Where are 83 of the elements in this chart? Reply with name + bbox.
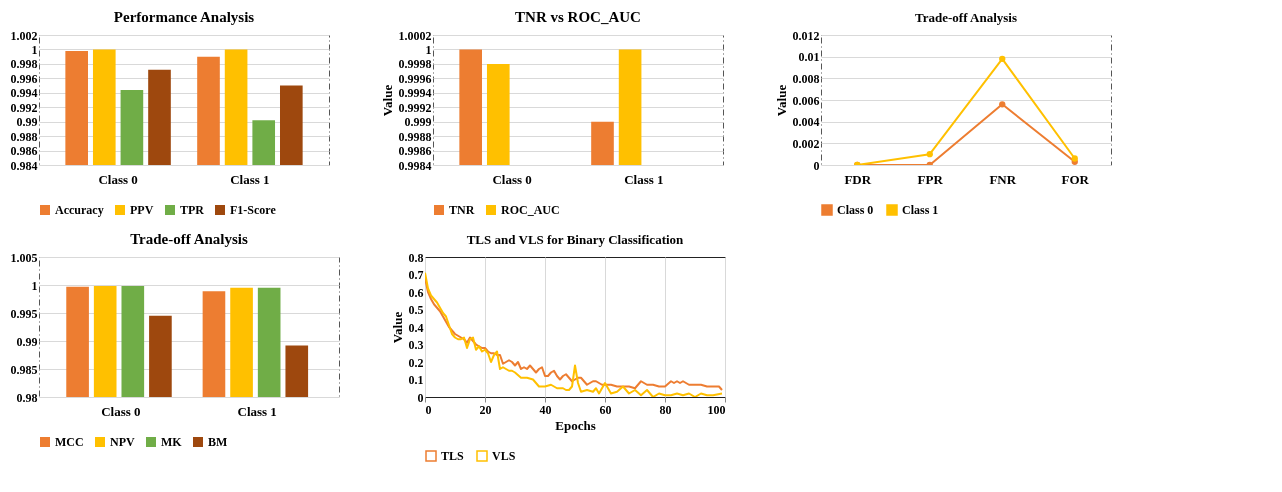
y-tick-label: 0.985 — [10, 362, 38, 377]
point — [926, 151, 933, 158]
legend-label: VLS — [492, 449, 516, 463]
x-tick-label: Class 1 — [230, 171, 270, 187]
y-tick-label: 0.012 — [792, 28, 820, 43]
y-tick-label: 0.9988 — [398, 129, 432, 144]
legend-label: PPV — [130, 203, 154, 217]
y-axis-title: Value — [379, 84, 395, 117]
y-tick-label: 0.004 — [792, 115, 820, 130]
legend-label: ROC_AUC — [501, 203, 560, 217]
y-tick-label: 0.006 — [792, 93, 820, 108]
y-tick-label: 1.002 — [10, 28, 38, 43]
legend-label: MCC — [55, 435, 84, 449]
x-tick-label: Class 0 — [101, 403, 141, 419]
y-tick-label: 0.9992 — [398, 100, 432, 115]
chart-title: TLS and VLS for Binary Classification — [466, 232, 685, 247]
y-tick-label: 0.01 — [798, 50, 820, 65]
y-tick-label: 0.9994 — [398, 86, 432, 101]
x-tick-label: 20 — [479, 402, 492, 417]
y-axis-title: Value — [389, 311, 405, 344]
x-tick-label: Class 1 — [624, 171, 664, 187]
y-tick-label: 0.994 — [10, 86, 38, 101]
legend-label: MK — [161, 435, 183, 449]
y-tick-label: 0.999 — [404, 115, 432, 130]
y-tick-label: 0.98 — [16, 390, 38, 405]
y-tick-label: 0.996 — [10, 71, 38, 86]
x-tick-label: FNR — [989, 171, 1017, 187]
x-tick-label: 80 — [659, 402, 672, 417]
y-tick-label: 0.998 — [10, 57, 38, 72]
x-tick-label: Class 0 — [98, 171, 138, 187]
y-tick-label: 0.99 — [16, 115, 38, 130]
y-tick-label: 0.5 — [408, 303, 424, 317]
y-tick-label: 0 — [813, 158, 820, 173]
legend-label: F1-Score — [230, 203, 277, 217]
y-tick-label: 0.3 — [408, 338, 424, 352]
chart-title: Trade-off Analysis — [130, 231, 248, 247]
y-tick-label: 0.7 — [408, 268, 424, 282]
y-tick-label: 0.002 — [792, 136, 820, 151]
legend-label: Class 1 — [902, 203, 939, 217]
point — [999, 101, 1006, 108]
legend-label: Accuracy — [55, 203, 104, 217]
y-tick-label: 0.6 — [408, 285, 424, 300]
x-axis-title: Epochs — [555, 417, 596, 433]
y-tick-label: 0.2 — [408, 355, 424, 370]
legend-label: TNR — [449, 203, 475, 217]
y-axis-title: Value — [773, 84, 789, 117]
point — [999, 55, 1006, 62]
chart-title: TNR vs ROC_AUC — [515, 9, 641, 25]
y-tick-label: 0.992 — [10, 100, 38, 115]
legend-label: BM — [208, 435, 228, 449]
y-tick-label: 1 — [425, 42, 432, 57]
y-tick-label: 0.008 — [792, 71, 820, 86]
y-tick-label: 0.984 — [10, 158, 38, 173]
y-tick-label: 0.99 — [16, 334, 38, 349]
x-tick-label: Class 0 — [492, 171, 532, 187]
x-tick-label: FDR — [844, 171, 872, 187]
y-tick-label: 0.9984 — [398, 158, 432, 173]
y-tick-label: 0.988 — [10, 129, 38, 144]
y-tick-label: 1.005 — [10, 250, 38, 265]
y-tick-label: 1.0002 — [398, 28, 432, 43]
x-tick-label: 40 — [539, 402, 552, 417]
x-tick-label: 60 — [599, 402, 612, 417]
legend-label: NPV — [110, 435, 135, 449]
chart-title: Trade-off Analysis — [915, 10, 1017, 25]
x-tick-label: FPR — [917, 171, 944, 187]
y-tick-label: 0.4 — [408, 320, 424, 335]
y-tick-label: 0.995 — [10, 306, 38, 321]
legend-label: Class 0 — [837, 203, 874, 217]
y-tick-label: 1 — [31, 278, 38, 293]
y-tick-label: 0.9996 — [398, 71, 432, 86]
x-tick-label: FOR — [1061, 171, 1090, 187]
chart-title: Performance Analysis — [113, 9, 255, 25]
y-tick-label: 0.9986 — [398, 144, 432, 159]
y-tick-label: 0 — [417, 390, 424, 405]
y-tick-label: 0.1 — [408, 373, 424, 387]
legend-label: TPR — [180, 203, 205, 217]
x-tick-label: Class 1 — [237, 403, 277, 419]
y-tick-label: 0.9998 — [398, 57, 432, 72]
x-tick-label: 100 — [707, 402, 726, 417]
y-tick-label: 0.8 — [408, 250, 424, 265]
y-tick-label: 1 — [31, 42, 38, 57]
y-tick-label: 0.986 — [10, 144, 38, 159]
legend-label: TLS — [441, 449, 465, 463]
